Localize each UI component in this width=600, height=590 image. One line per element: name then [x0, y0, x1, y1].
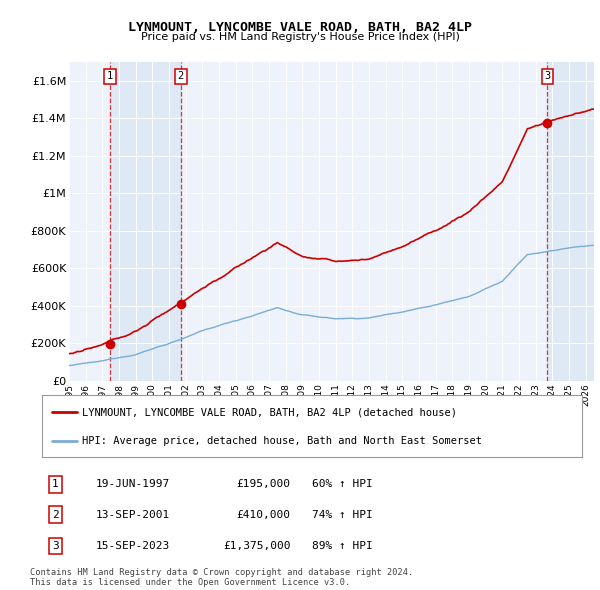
- Bar: [547, 62, 594, 381]
- Text: 1: 1: [52, 480, 59, 489]
- Text: £410,000: £410,000: [236, 510, 290, 520]
- Bar: [547, 62, 594, 381]
- Text: LYNMOUNT, LYNCOMBE VALE ROAD, BATH, BA2 4LP (detached house): LYNMOUNT, LYNCOMBE VALE ROAD, BATH, BA2 …: [83, 407, 458, 417]
- Text: LYNMOUNT, LYNCOMBE VALE ROAD, BATH, BA2 4LP: LYNMOUNT, LYNCOMBE VALE ROAD, BATH, BA2 …: [128, 21, 472, 34]
- Bar: [110, 62, 181, 381]
- Text: 89% ↑ HPI: 89% ↑ HPI: [312, 540, 373, 550]
- Text: 15-SEP-2023: 15-SEP-2023: [96, 540, 170, 550]
- Text: Contains HM Land Registry data © Crown copyright and database right 2024.
This d: Contains HM Land Registry data © Crown c…: [30, 568, 413, 587]
- Text: 2: 2: [52, 510, 59, 520]
- Text: 1: 1: [107, 71, 113, 81]
- Text: 3: 3: [544, 71, 551, 81]
- Text: £195,000: £195,000: [236, 480, 290, 489]
- Text: £1,375,000: £1,375,000: [223, 540, 290, 550]
- Text: 60% ↑ HPI: 60% ↑ HPI: [312, 480, 373, 489]
- Text: 13-SEP-2001: 13-SEP-2001: [96, 510, 170, 520]
- Text: 74% ↑ HPI: 74% ↑ HPI: [312, 510, 373, 520]
- Text: Price paid vs. HM Land Registry's House Price Index (HPI): Price paid vs. HM Land Registry's House …: [140, 32, 460, 42]
- Text: 3: 3: [52, 540, 59, 550]
- Text: HPI: Average price, detached house, Bath and North East Somerset: HPI: Average price, detached house, Bath…: [83, 435, 482, 445]
- Text: 2: 2: [178, 71, 184, 81]
- Text: 19-JUN-1997: 19-JUN-1997: [96, 480, 170, 489]
